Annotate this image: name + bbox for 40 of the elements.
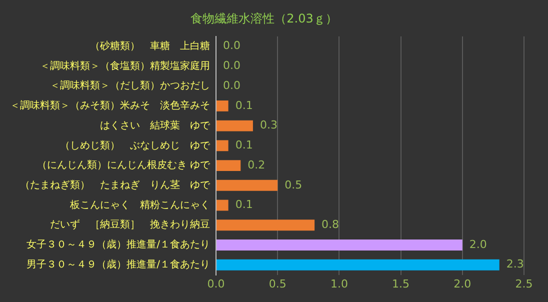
data-label: 0.1 — [235, 138, 253, 152]
data-label: 2.0 — [469, 238, 487, 251]
bar — [216, 259, 500, 270]
y-tick-label: だいず ［納豆類］ 挽きわり納豆 — [50, 218, 210, 231]
bar — [216, 160, 241, 171]
y-tick-label: ＜調味料類＞（みそ類）米みそ 淡色辛みそ — [10, 100, 210, 112]
bar — [216, 200, 228, 211]
y-tick-label: ＜調味料類＞（食塩類）精製塩家庭用 — [40, 60, 210, 72]
bar — [216, 100, 228, 112]
data-label: 0.3 — [260, 118, 278, 132]
x-tick-label: 2.5 — [515, 277, 533, 290]
bar — [216, 240, 462, 250]
bar — [216, 120, 253, 132]
chart-title: 食物繊維水溶性（2.03ｇ） — [190, 11, 338, 26]
x-tick-label: 1.5 — [392, 277, 410, 290]
x-tick-label: 0.0 — [207, 277, 225, 290]
y-tick-label: 板こんにゃく 精粉こんにゃく — [69, 198, 210, 211]
data-label: 0.5 — [284, 178, 302, 192]
y-tick-label: ＜調味料類＞（だし類）かつおだし — [50, 80, 210, 92]
bar — [216, 220, 315, 231]
y-tick-label: （たまねぎ類） たまねぎ りん茎 ゆで — [20, 178, 211, 191]
data-label: 0.2 — [248, 158, 266, 172]
data-label: 0.1 — [235, 198, 253, 212]
y-tick-label: （しめじ類） ぶなしめじ ゆで — [60, 139, 211, 152]
x-tick-label: 0.5 — [268, 277, 286, 290]
data-label: 0.1 — [235, 98, 253, 112]
y-tick-label: （にんじん類）にんじん根皮むき ゆで — [36, 159, 211, 172]
data-label: 0.0 — [223, 78, 240, 92]
data-label: 0.0 — [223, 39, 240, 52]
y-tick-label: 女子３０～４９（歳）推進量/１食あたり — [26, 238, 210, 251]
y-tick-label: （砂糖類） 車糖 上白糖 — [90, 40, 210, 52]
data-label: 2.3 — [506, 258, 524, 271]
y-tick-label: 男子３０～４９（歳）推進量/１食あたり — [26, 258, 210, 270]
data-label: 0.0 — [223, 59, 240, 72]
y-tick-label: はくさい 結球葉 ゆで — [100, 119, 211, 132]
bar — [216, 140, 228, 152]
x-tick-label: 1.0 — [330, 277, 348, 290]
data-label: 0.8 — [322, 218, 340, 231]
x-tick-label: 2.0 — [454, 277, 472, 290]
bar — [216, 180, 278, 191]
